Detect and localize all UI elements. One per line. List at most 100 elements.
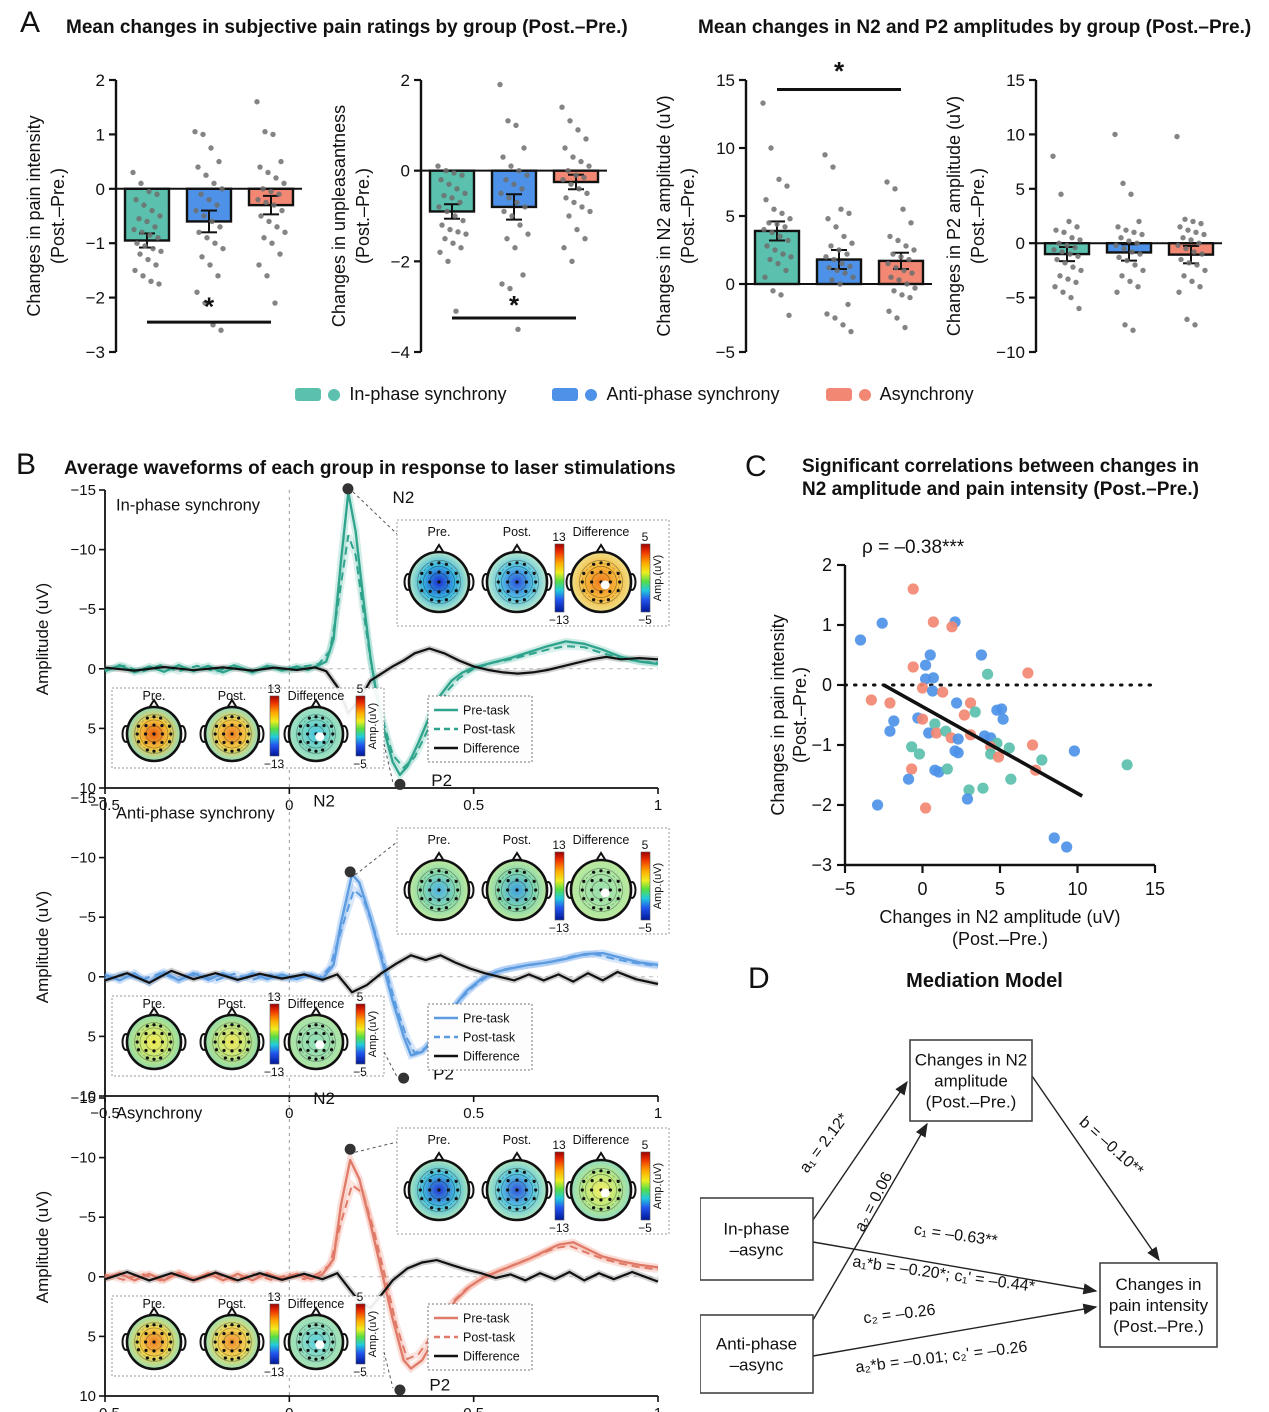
data-point bbox=[503, 177, 509, 183]
node-label-inphase: –async bbox=[730, 1241, 784, 1260]
data-point bbox=[515, 326, 521, 333]
electrode-dot bbox=[608, 571, 612, 575]
electrode-dot bbox=[245, 1032, 250, 1036]
scatter-point bbox=[916, 713, 929, 725]
data-point bbox=[1128, 191, 1134, 197]
y-axis-label: Changes in pain intensity bbox=[770, 614, 788, 815]
data-point bbox=[777, 233, 783, 240]
data-point bbox=[884, 179, 890, 185]
electrode-dot bbox=[522, 598, 526, 602]
y-tick-label: 0 bbox=[88, 1269, 96, 1286]
scatter-point bbox=[926, 685, 939, 697]
electrode-dot bbox=[437, 888, 441, 892]
electrode-dot bbox=[306, 1348, 310, 1353]
data-point bbox=[579, 204, 585, 210]
p2-connector bbox=[383, 1351, 394, 1389]
n2_amplitude-svg: 15 10 5 0 −5 Changes in N2 amplitude (uV) (Pos… bbox=[654, 56, 932, 362]
panel-c-title-line2: N2 amplitude and pain intensity (Post.–P… bbox=[802, 479, 1199, 500]
y-tick-label: −5 bbox=[716, 343, 735, 362]
data-point bbox=[139, 229, 145, 236]
electrode-dot bbox=[454, 1179, 458, 1183]
electrode-dot bbox=[230, 1340, 234, 1344]
inset-condition-label: Pre. bbox=[428, 833, 451, 847]
panel-c-label: C bbox=[745, 450, 767, 483]
data-point bbox=[134, 240, 140, 246]
scatter-point bbox=[854, 634, 867, 646]
electrode-dot bbox=[524, 580, 528, 584]
electrode-dot bbox=[592, 906, 596, 910]
electrode-dot bbox=[616, 1197, 620, 1201]
data-point bbox=[512, 245, 518, 251]
electrode-dot bbox=[534, 580, 538, 584]
electrode-dot bbox=[222, 723, 226, 728]
scatter-point bbox=[865, 694, 877, 706]
electrode-dot bbox=[298, 1332, 303, 1336]
data-point bbox=[155, 235, 161, 241]
data-point bbox=[1075, 253, 1081, 259]
electrode-dot bbox=[223, 1056, 227, 1060]
electrode-dot bbox=[444, 1206, 448, 1210]
electrode-dot bbox=[238, 1340, 243, 1344]
scatter-point bbox=[906, 741, 918, 753]
electrode-dot bbox=[152, 723, 156, 727]
x-tick-label: 1 bbox=[654, 1405, 662, 1412]
electrode-dot bbox=[506, 580, 510, 584]
scatter-point bbox=[951, 697, 963, 709]
legend-dot-icon bbox=[858, 388, 871, 401]
data-point bbox=[886, 308, 892, 314]
data-point bbox=[772, 247, 778, 253]
data-point bbox=[1064, 242, 1070, 249]
electrode-dot bbox=[437, 570, 441, 574]
data-point bbox=[1137, 251, 1143, 257]
electrode-dot bbox=[454, 1197, 458, 1201]
electrode-dot bbox=[230, 1323, 234, 1327]
colorbar-unit-label: Amp.(uV) bbox=[652, 555, 664, 601]
p2_amplitude-svg: 15 10 5 0 −5 −10 Changes in P2 amplitude (uV)(… bbox=[944, 71, 1222, 362]
x-tick-label: 5 bbox=[995, 879, 1005, 899]
electrode-dot bbox=[515, 1188, 519, 1192]
electrode-dot bbox=[616, 571, 620, 575]
electrode-dot bbox=[590, 1197, 594, 1201]
electrode-dot bbox=[322, 1348, 326, 1353]
colorbar-max: 13 bbox=[552, 1138, 566, 1152]
legend-swatch-icon bbox=[552, 388, 579, 401]
y-tick-label: 5 bbox=[88, 720, 96, 737]
electrode-dot bbox=[515, 878, 519, 882]
data-point bbox=[446, 181, 452, 187]
electrode-dot bbox=[321, 1356, 325, 1360]
electrode-dot bbox=[522, 1206, 526, 1210]
data-point bbox=[907, 294, 913, 301]
data-point bbox=[516, 167, 522, 174]
data-point bbox=[279, 207, 285, 214]
electrode-dot bbox=[314, 741, 318, 745]
erp-legend-label: Pre-task bbox=[463, 1012, 510, 1026]
data-point bbox=[904, 281, 910, 287]
electrode-dot bbox=[437, 1207, 441, 1211]
data-point bbox=[460, 217, 466, 224]
y-tick-label: −2 bbox=[811, 795, 832, 815]
data-point bbox=[1069, 235, 1075, 241]
data-point bbox=[463, 231, 469, 237]
electrode-dot bbox=[152, 1031, 156, 1035]
y-axis-label2: (Post.–Pre.) bbox=[790, 667, 810, 763]
electrode-dot bbox=[599, 1178, 603, 1182]
data-point bbox=[198, 191, 204, 197]
inset-condition-label: Difference bbox=[573, 525, 630, 539]
data-point bbox=[1129, 249, 1135, 255]
path-coefficient-label: a₂ = 0.06 bbox=[852, 1169, 896, 1234]
pre-task-line bbox=[104, 1158, 659, 1370]
electrode-dot bbox=[616, 1179, 620, 1183]
electrode-dot bbox=[496, 1188, 500, 1192]
data-point bbox=[774, 221, 780, 227]
y-tick-label: −3 bbox=[86, 343, 105, 362]
electrode-dot bbox=[297, 1340, 301, 1344]
legend-swatch-icon bbox=[825, 388, 852, 401]
data-point bbox=[578, 158, 584, 165]
data-point bbox=[1136, 218, 1142, 225]
electrode-dot bbox=[322, 740, 326, 745]
electrode-dot bbox=[522, 906, 526, 910]
electrode-dot bbox=[223, 716, 227, 720]
node-box-n2 bbox=[909, 1039, 1033, 1122]
n2-connector bbox=[354, 841, 398, 876]
